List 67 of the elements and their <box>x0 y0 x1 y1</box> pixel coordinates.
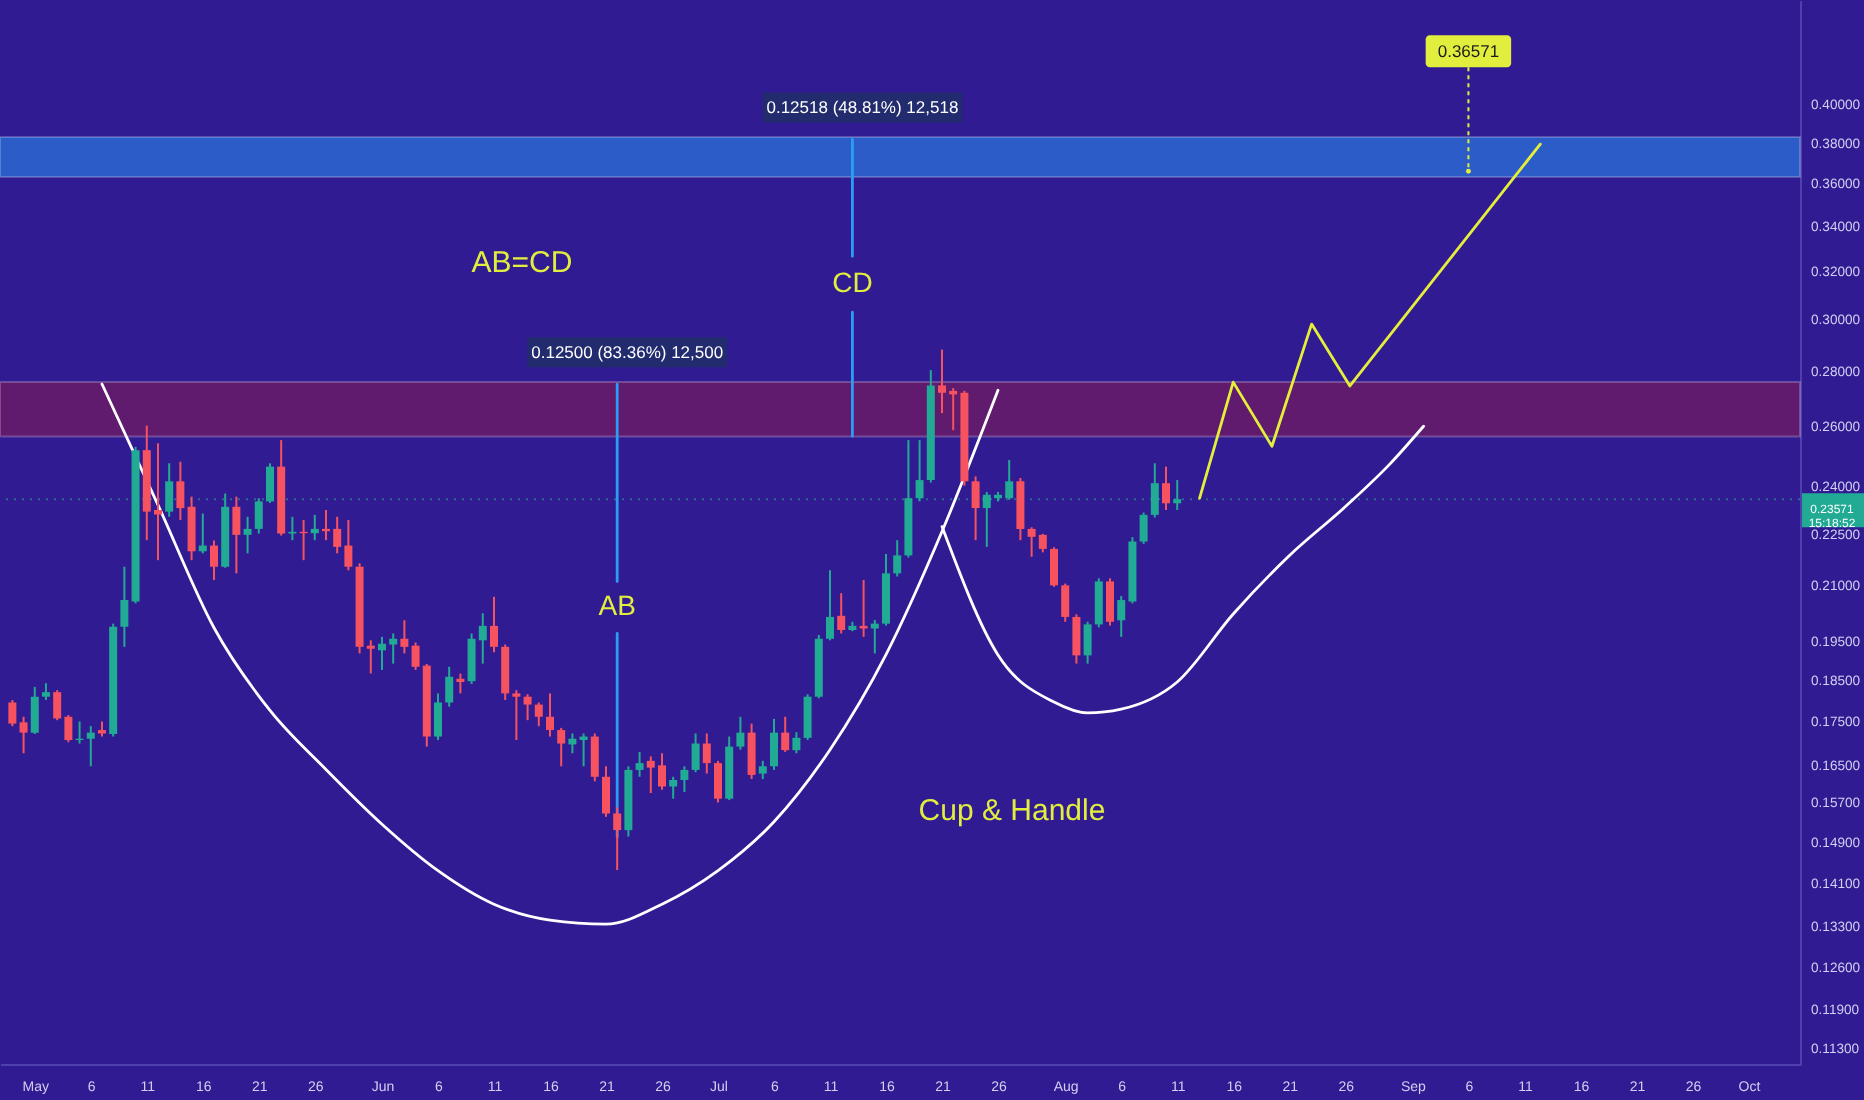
candlestick <box>915 439 924 503</box>
candlestick <box>209 539 218 582</box>
candlestick <box>971 475 980 542</box>
candlestick <box>590 732 599 783</box>
candlestick <box>792 731 801 755</box>
candlestick <box>781 715 790 753</box>
candlestick <box>736 715 745 751</box>
candlestick <box>826 569 834 642</box>
candlestick <box>165 462 174 518</box>
candlestick <box>1072 613 1081 665</box>
candlestick <box>545 692 554 738</box>
candlestick <box>501 643 510 702</box>
candlestick <box>523 693 532 722</box>
annotation: 0.36571 <box>1437 41 1500 62</box>
candlestick <box>859 579 868 638</box>
candlestick <box>747 722 756 781</box>
candlestick <box>557 726 566 768</box>
candlestick <box>691 732 700 774</box>
candlestick <box>534 701 543 728</box>
candlestick <box>1139 511 1148 545</box>
candlestick <box>1094 577 1103 629</box>
annotation: 0.12518 (48.81%) 12,518 <box>766 97 959 118</box>
candlestick <box>19 715 28 755</box>
candlestick <box>456 672 465 695</box>
candlestick <box>837 592 846 635</box>
candlestick <box>176 460 185 522</box>
candlestick <box>433 692 442 742</box>
candlestick <box>713 759 722 804</box>
candlestick <box>310 513 319 542</box>
candlestick <box>400 619 409 655</box>
candlestick <box>265 462 274 504</box>
annotation: 0.12500 (83.36%) 12,500 <box>531 342 724 363</box>
candlestick <box>893 539 902 578</box>
candlestick <box>120 565 129 648</box>
candlestick <box>1150 462 1159 519</box>
candlestick <box>1016 476 1025 542</box>
candlestick <box>243 515 252 555</box>
candlestick <box>669 775 678 800</box>
candlestick <box>445 665 454 708</box>
candlestick <box>635 750 644 778</box>
candlestick <box>288 515 297 542</box>
candlestick <box>601 765 610 818</box>
candlestick <box>758 759 767 781</box>
candlestick <box>254 497 263 535</box>
candlestick <box>187 495 196 562</box>
candlestick <box>1106 577 1115 627</box>
candlestick <box>1162 465 1171 512</box>
candlestick <box>803 693 812 742</box>
candlestick <box>1083 620 1092 665</box>
candlestick <box>680 765 689 794</box>
candlestick <box>870 618 879 655</box>
candlestick <box>702 732 711 775</box>
candlestick <box>30 685 39 735</box>
candlestick <box>613 806 622 872</box>
candlestick <box>512 689 521 742</box>
annotation: AB=CD <box>471 246 573 280</box>
candlestick <box>232 495 241 575</box>
candlestick <box>1173 479 1182 512</box>
candlestick <box>1050 546 1059 588</box>
annotation: CD <box>832 266 873 299</box>
candlestick <box>770 717 778 771</box>
candlestick <box>1061 582 1070 623</box>
annotation: AB <box>598 589 636 622</box>
candlestick <box>86 725 95 768</box>
annotation: Cup & Handle <box>918 794 1106 828</box>
candlestick <box>8 699 17 728</box>
candlestick <box>489 595 498 654</box>
